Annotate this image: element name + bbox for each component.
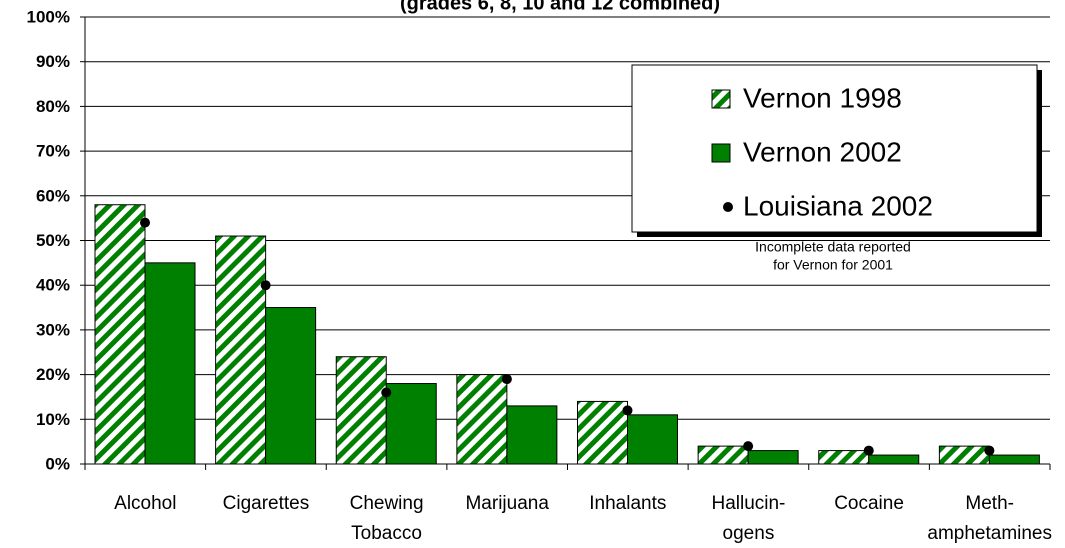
x-tick-label: Hallucin-ogens <box>711 493 785 544</box>
bar <box>144 262 196 465</box>
bar <box>265 307 317 465</box>
point <box>622 405 633 416</box>
bar <box>456 374 508 465</box>
legend-label: Louisiana 2002 <box>743 190 933 221</box>
legend <box>631 64 1038 233</box>
bar <box>215 235 267 465</box>
bar <box>868 454 920 465</box>
x-tick-label: Cocaine <box>834 493 904 514</box>
bar <box>94 204 146 465</box>
y-tick-label: 80% <box>36 97 70 116</box>
point <box>743 441 754 452</box>
legend-label: Vernon 2002 <box>743 136 902 167</box>
x-tick-label: Cigarettes <box>223 493 310 514</box>
legend-marker <box>711 143 731 163</box>
bar <box>818 450 870 465</box>
y-tick-label: 20% <box>36 365 70 384</box>
point <box>260 280 271 291</box>
annotation: Incomplete data reported <box>755 239 911 255</box>
point <box>381 387 392 398</box>
bar <box>577 400 628 465</box>
point <box>984 445 995 456</box>
legend-marker <box>711 89 731 109</box>
bar <box>385 383 437 465</box>
x-tick-label: Marijuana <box>465 493 549 514</box>
bar <box>747 450 799 465</box>
bar <box>335 356 387 465</box>
legend-marker <box>723 202 733 212</box>
y-tick-label: 90% <box>36 52 70 71</box>
x-tick-label: Inhalants <box>589 493 666 514</box>
point <box>863 445 874 456</box>
y-tick-label: 60% <box>36 186 70 205</box>
bar <box>697 445 749 465</box>
legend-label: Vernon 1998 <box>743 82 902 113</box>
bar <box>627 414 678 465</box>
chart-title: (grades 6, 8, 10 and 12 combined) <box>400 0 720 14</box>
x-tick-label: Meth-amphetamines <box>927 493 1052 544</box>
point <box>140 217 150 228</box>
annotation: for Vernon for 2001 <box>773 257 893 273</box>
bar <box>506 405 558 465</box>
y-tick-label: 0% <box>45 454 70 473</box>
y-tick-label: 30% <box>36 320 70 339</box>
bar <box>988 454 1040 465</box>
x-tick-label: Alcohol <box>114 493 176 514</box>
y-tick-label: 50% <box>36 231 70 250</box>
y-tick-label: 10% <box>36 410 70 429</box>
point <box>501 374 512 385</box>
y-tick-label: 70% <box>36 142 70 161</box>
y-tick-label: 40% <box>36 276 70 295</box>
x-tick-label: Chewing Tobacco <box>350 493 424 544</box>
bar <box>938 445 990 465</box>
y-tick-label: 100% <box>27 7 70 26</box>
